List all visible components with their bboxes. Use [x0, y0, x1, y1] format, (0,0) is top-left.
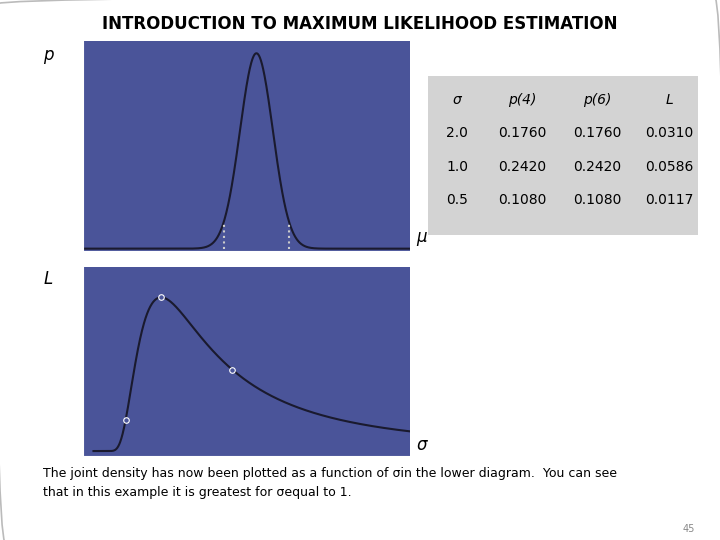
Text: p: p: [43, 46, 54, 64]
Text: 0.5: 0.5: [446, 193, 468, 207]
Text: L: L: [43, 270, 53, 288]
Text: 0.2420: 0.2420: [574, 160, 621, 174]
Text: 0.0310: 0.0310: [645, 126, 694, 140]
Text: 0.1760: 0.1760: [573, 126, 622, 140]
Text: that in this example it is greatest for σequal to 1.: that in this example it is greatest for …: [43, 486, 352, 499]
Text: 0.1760: 0.1760: [498, 126, 546, 140]
Text: 45: 45: [683, 523, 695, 534]
Text: L: L: [666, 93, 673, 107]
Text: INTRODUCTION TO MAXIMUM LIKELIHOOD ESTIMATION: INTRODUCTION TO MAXIMUM LIKELIHOOD ESTIM…: [102, 15, 618, 33]
Text: 1.0: 1.0: [446, 160, 468, 174]
Text: 0.0586: 0.0586: [645, 160, 694, 174]
Text: 2.0: 2.0: [446, 126, 468, 140]
Text: $\sigma$: $\sigma$: [416, 436, 429, 454]
Text: 0.1080: 0.1080: [573, 193, 622, 207]
Text: 0.0117: 0.0117: [645, 193, 694, 207]
Text: p(4): p(4): [508, 93, 536, 107]
Text: The joint density has now been plotted as a function of σin the lower diagram.  : The joint density has now been plotted a…: [43, 467, 617, 480]
Text: $\mu$: $\mu$: [416, 231, 428, 248]
Text: σ: σ: [453, 93, 462, 107]
Text: p(6): p(6): [583, 93, 612, 107]
Text: 0.1080: 0.1080: [498, 193, 546, 207]
Text: 0.2420: 0.2420: [498, 160, 546, 174]
